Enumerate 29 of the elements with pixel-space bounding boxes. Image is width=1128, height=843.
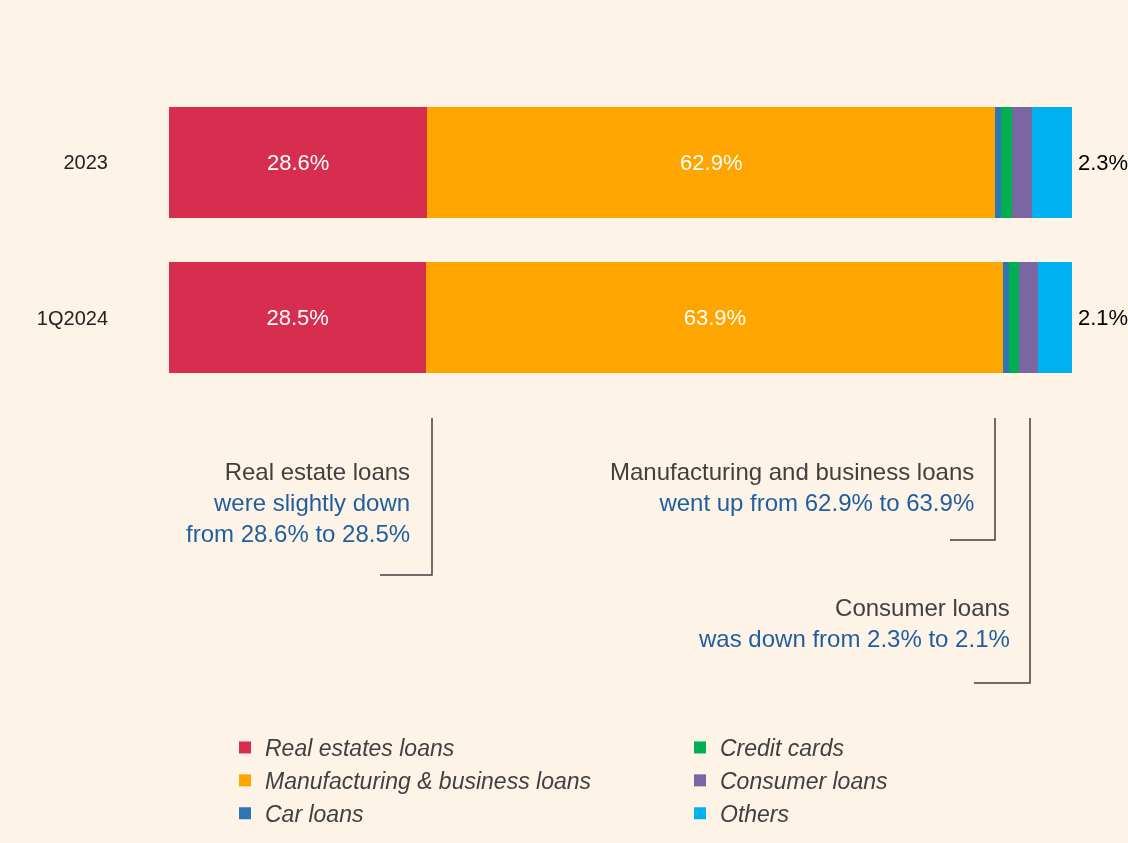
bar (1032, 106, 1072, 218)
bar (1003, 262, 1009, 374)
text: Manufacturing and business loans went up from 62.9% to 63.9% (610, 458, 975, 517)
bar (995, 106, 1001, 218)
legend-label: Consumer loans (720, 768, 888, 795)
data-label: 62.9% (680, 149, 743, 175)
y-tick-label: 2023 (63, 151, 108, 174)
data-label: 28.5% (266, 305, 329, 331)
text: Real estate loans were slightly down from 28.6% to 28.5% (186, 458, 411, 548)
data-label: 63.9% (683, 305, 747, 331)
y-tick-label: 1Q2024 (36, 306, 108, 329)
bar (1018, 262, 1038, 374)
text: Consumer loans was down from 2.3% to 2.1% (698, 594, 1010, 653)
legend-label: Others (720, 801, 790, 828)
bar (1011, 106, 1033, 218)
legend-label: Real estates loans (265, 735, 455, 762)
bar (169, 262, 427, 374)
bar (427, 106, 996, 218)
data-label: 28.6% (266, 149, 330, 175)
bar (169, 106, 428, 218)
bar (426, 262, 1004, 374)
bar (1037, 262, 1072, 374)
data-label: 2.1% (1078, 305, 1128, 330)
data-label: 2.3% (1078, 150, 1128, 175)
bar (1008, 262, 1019, 374)
legend-label: Manufacturing & business loans (265, 768, 592, 795)
legend-label: Credit cards (720, 735, 845, 762)
legend-label: Car loans (265, 801, 364, 828)
bar (1000, 106, 1012, 218)
